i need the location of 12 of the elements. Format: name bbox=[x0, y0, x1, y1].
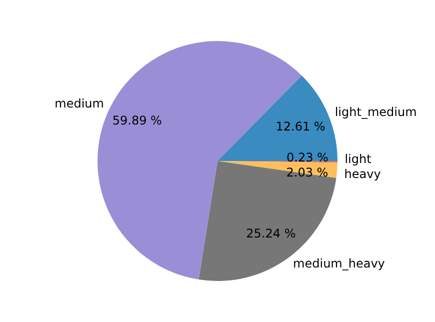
data-label: 12.61 % bbox=[276, 119, 326, 134]
slice-label: medium_heavy bbox=[293, 256, 385, 270]
pie-slice bbox=[218, 161, 338, 178]
data-label: 0.23 % bbox=[286, 150, 328, 164]
slice-label: light bbox=[344, 152, 372, 166]
slice-label: heavy bbox=[344, 166, 381, 181]
slice-label: medium bbox=[54, 96, 104, 111]
data-label: 59.89 % bbox=[112, 113, 162, 128]
slice-label: light_medium bbox=[334, 104, 417, 119]
pie-slice bbox=[218, 76, 338, 161]
data-label: 2.03 % bbox=[286, 165, 328, 180]
data-label: 25.24 % bbox=[246, 226, 296, 240]
